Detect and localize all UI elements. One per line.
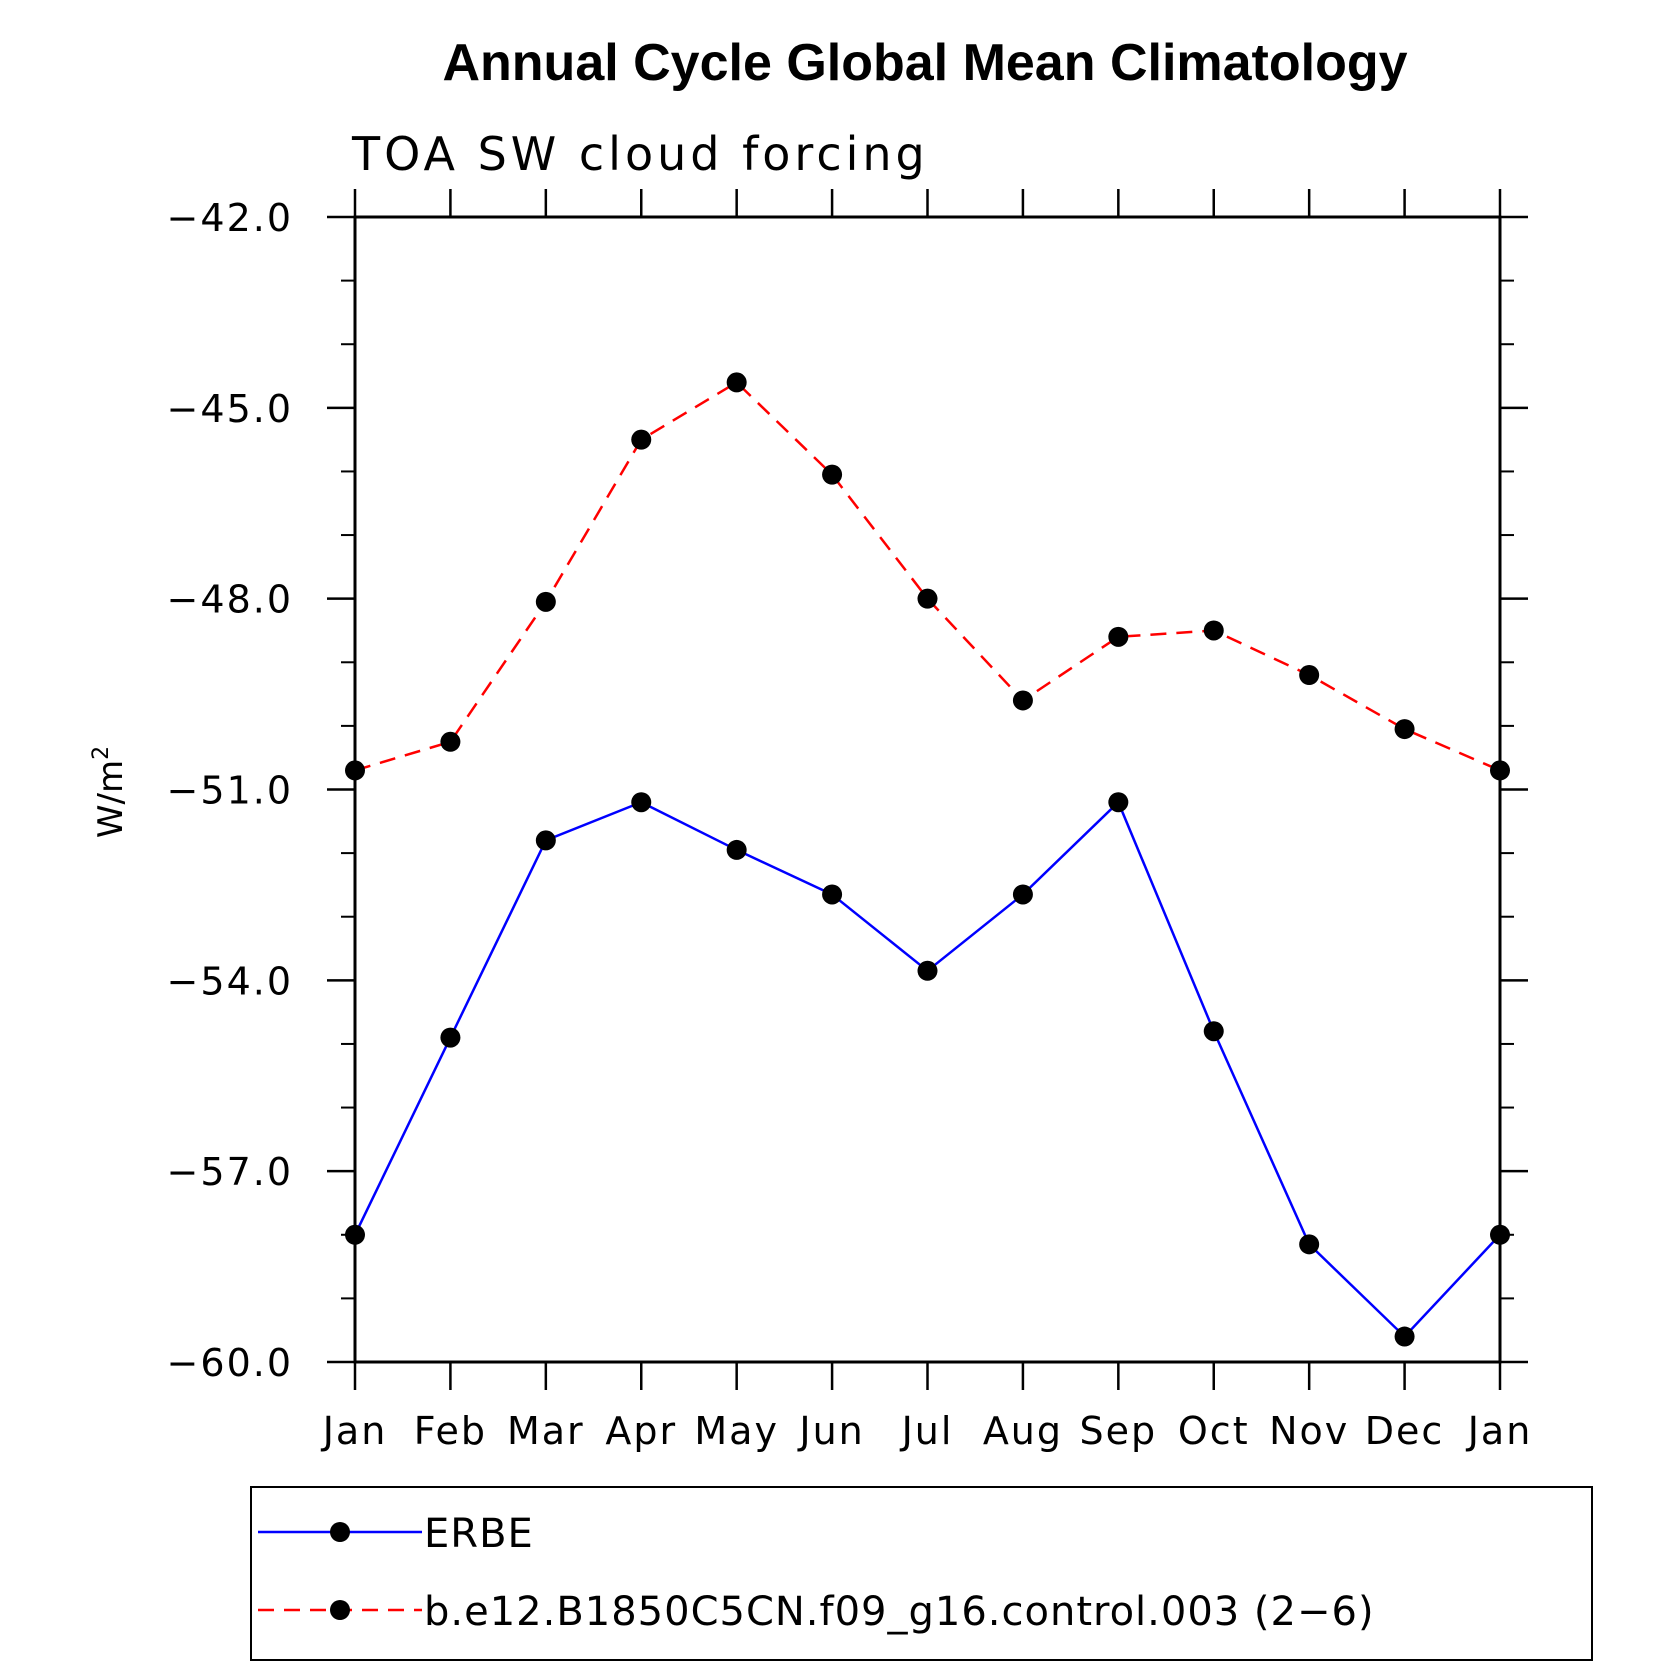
- x-tick-label: Mar: [507, 1409, 585, 1453]
- data-point: [535, 830, 556, 851]
- legend-marker: [330, 1600, 350, 1620]
- data-point: [345, 1224, 365, 1245]
- y-axis-label: W/m2: [89, 746, 131, 838]
- series-line: [354, 380, 1501, 772]
- axes: −42.0 −45.0 −48.0 −51.0 −54.0 −57.0 −60.0 Jan Fe…: [167, 189, 1533, 1453]
- x-tick-label: Feb: [414, 1409, 487, 1453]
- data-point: [1012, 690, 1033, 711]
- x-tick-label: Nov: [1269, 1409, 1349, 1453]
- y-tick-label: −60.0: [167, 1341, 293, 1385]
- y-tick-label: −51.0: [167, 769, 293, 813]
- data-point: [917, 588, 938, 609]
- legend-item-1: ERBE: [258, 1511, 534, 1557]
- data-point: [1108, 626, 1129, 647]
- legend-item-2: b.e12.B1850C5CN.f09_g16.control.003 (2−6…: [258, 1589, 1375, 1635]
- data-point: [535, 591, 556, 612]
- data-point: [1203, 620, 1224, 641]
- data-point: [631, 792, 652, 813]
- x-tick-label: Jul: [900, 1409, 954, 1453]
- data-point: [1012, 884, 1033, 905]
- data-point: [1108, 792, 1129, 813]
- data-point: [1490, 1224, 1510, 1245]
- legend-box: [250, 1486, 1593, 1661]
- x-tick-label: Apr: [605, 1409, 677, 1453]
- x-tick-label: Sep: [1080, 1409, 1158, 1453]
- x-tick-label: Jan: [321, 1409, 388, 1453]
- data-point: [345, 760, 365, 781]
- chart-subtitle: TOA SW cloud forcing: [351, 127, 929, 181]
- series-line: [353, 800, 1501, 1339]
- data-point: [1203, 1021, 1224, 1042]
- svg-text:W/m2: W/m2: [89, 746, 131, 838]
- data-point: [822, 464, 843, 485]
- x-tick-label: May: [694, 1409, 779, 1453]
- data-point: [631, 429, 652, 450]
- x-tick-label: Jun: [797, 1409, 864, 1453]
- data-point: [1490, 760, 1510, 781]
- y-tick-label: −57.0: [167, 1150, 293, 1194]
- data-point: [1394, 1326, 1415, 1347]
- y-tick-label: −48.0: [167, 578, 293, 622]
- x-tick-label: Aug: [983, 1409, 1063, 1453]
- chart-title: Annual Cycle Global Mean Climatology: [442, 34, 1407, 92]
- legend: ERBE b.e12.B1850C5CN.f09_g16.control.003 …: [258, 1511, 1375, 1635]
- series-2: [345, 372, 1510, 781]
- x-tick-label: Oct: [1178, 1409, 1250, 1453]
- legend-label: b.e12.B1850C5CN.f09_g16.control.003 (2−6…: [424, 1589, 1375, 1635]
- data-point: [1299, 1234, 1320, 1255]
- y-axis-label-superscript: 2: [89, 746, 114, 760]
- data-point: [440, 731, 461, 752]
- legend-label: ERBE: [424, 1511, 534, 1557]
- data-point: [726, 372, 747, 393]
- series-layer: [345, 372, 1510, 1347]
- y-tick-label: −54.0: [167, 959, 293, 1003]
- data-point: [1299, 665, 1320, 685]
- data-point: [440, 1027, 461, 1048]
- x-tick-label: Jan: [1466, 1409, 1533, 1453]
- data-point: [726, 839, 747, 860]
- data-point: [1394, 719, 1415, 740]
- data-point: [822, 884, 843, 905]
- legend-marker: [330, 1522, 350, 1542]
- y-axis-label-text: W/m: [91, 760, 131, 838]
- plot-frame: [353, 215, 1502, 1364]
- x-tick-label: Dec: [1365, 1409, 1445, 1453]
- y-tick-label: −42.0: [167, 196, 293, 240]
- data-point: [917, 960, 938, 981]
- y-tick-label: −45.0: [167, 387, 293, 431]
- series-1: [345, 792, 1510, 1347]
